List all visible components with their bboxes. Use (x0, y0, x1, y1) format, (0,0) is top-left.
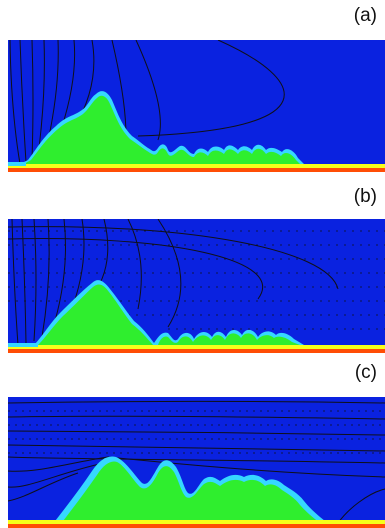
domain-core (60, 461, 322, 525)
substrate-base (8, 168, 385, 172)
panel-label-b: (b) (353, 186, 377, 207)
domain-core (24, 95, 300, 164)
electrode-contact (8, 343, 38, 347)
contour-lines (8, 401, 385, 524)
simulation-field-a (8, 40, 385, 172)
substrate-base (8, 349, 385, 353)
panel-a (8, 40, 385, 172)
substrate-top (8, 520, 385, 524)
panel-label-a: (a) (353, 5, 377, 26)
simulation-field-b (8, 219, 385, 353)
panel-c (8, 397, 385, 528)
substrate-top (8, 345, 385, 349)
substrate-top (8, 164, 385, 168)
electrode-contact (8, 162, 26, 166)
panel-label-c: (c) (354, 362, 377, 383)
substrate-base (8, 524, 385, 528)
panel-b (8, 219, 385, 353)
field-arrows (8, 230, 385, 330)
simulation-field-c (8, 397, 385, 528)
domain-core (38, 284, 300, 345)
